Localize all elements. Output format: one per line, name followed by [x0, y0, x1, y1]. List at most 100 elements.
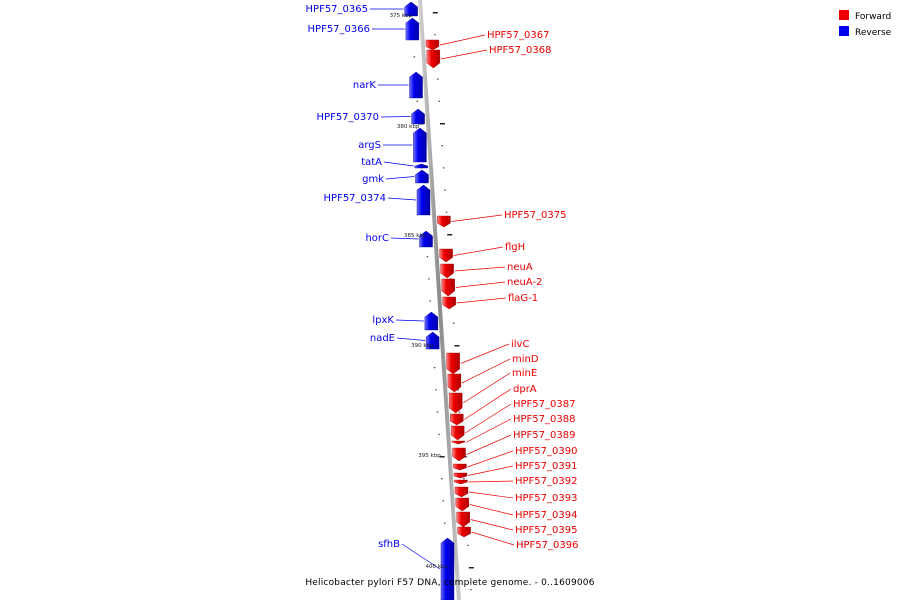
gene-label-neua-2[interactable]: neuA-2: [507, 277, 542, 288]
gene-arrow-hpf57_0395[interactable]: [456, 511, 470, 528]
gene-label-hpf57_0366[interactable]: HPF57_0366: [308, 24, 370, 35]
gene-leader-line: [461, 358, 511, 384]
gene-arrow-nade[interactable]: [425, 331, 440, 350]
scale-label: 395 kbp: [418, 453, 441, 459]
gene-label-gmk[interactable]: gmk: [362, 174, 384, 185]
gene-label-hpf57_0387[interactable]: HPF57_0387: [513, 399, 575, 410]
tick-mark: [438, 100, 441, 102]
gene-label-lpxk[interactable]: lpxK: [372, 315, 394, 326]
gene-label-hpf57_0389[interactable]: HPF57_0389: [513, 430, 575, 441]
tick-mark: [457, 389, 459, 391]
gene-arrow-neua-2[interactable]: [441, 278, 455, 297]
gene-arrow-args[interactable]: [413, 127, 427, 163]
gene-arrow-neua[interactable]: [440, 263, 454, 279]
gene-arrow-horc[interactable]: [419, 230, 433, 248]
gene-arrow-gmk[interactable]: [415, 169, 429, 184]
gene-label-flgh[interactable]: flgH: [505, 242, 525, 253]
gene-arrow-hpf57_0368[interactable]: [426, 49, 441, 69]
gene-arrow-hpf57_0390[interactable]: [453, 463, 467, 471]
gene-arrow-nark[interactable]: [409, 71, 423, 99]
gene-label-hpf57_0392[interactable]: HPF57_0392: [515, 476, 577, 487]
gene-arrow-hpf57_0389[interactable]: [452, 447, 466, 462]
gene-arrow-hpf57_0367[interactable]: [425, 39, 440, 51]
gene-leader-line: [468, 480, 514, 483]
gene-arrow-hpf57_0370[interactable]: [411, 108, 425, 125]
gene-arrow-hpf57_0388[interactable]: [451, 440, 465, 445]
gene-arrow-flag-1[interactable]: [442, 296, 456, 310]
gene-label-nark[interactable]: narK: [353, 80, 377, 91]
gene-arrow-hpf57_0387[interactable]: [450, 425, 465, 441]
gene-label-mind[interactable]: minD: [512, 354, 539, 365]
tick-mark: [416, 100, 419, 102]
gene-arrow-flgh[interactable]: [439, 248, 453, 263]
gene-arrow-hpf57_0366[interactable]: [405, 17, 420, 41]
gene-label-hpf57_0368[interactable]: HPF57_0368: [489, 45, 551, 56]
gene-label-tata[interactable]: tatA: [361, 157, 382, 168]
gene-label-nade[interactable]: nadE: [370, 333, 395, 344]
legend-swatch-reverse: [839, 26, 849, 36]
gene-label-hpf57_0365[interactable]: HPF57_0365: [306, 4, 368, 15]
gene-label-neua[interactable]: neuA: [507, 262, 533, 273]
scale-label: 380 kbp: [397, 124, 420, 130]
tick-mark: [436, 411, 439, 413]
gene-leader-line: [466, 434, 512, 455]
gene-label-hpf57_0370[interactable]: HPF57_0370: [317, 112, 379, 123]
gene-label-mine[interactable]: minE: [512, 368, 537, 379]
gene-arrow-hpf57_0375[interactable]: [437, 215, 451, 228]
gene-leader-line: [453, 246, 504, 256]
tick-mark: [432, 12, 438, 14]
gene-label-hpf57_0391[interactable]: HPF57_0391: [515, 461, 577, 472]
gene-arrow-hpf57_0396[interactable]: [457, 526, 471, 538]
gene-label-ilvc[interactable]: ilvC: [511, 339, 529, 350]
tick-mark: [463, 478, 465, 480]
gene-leader-line: [439, 34, 486, 46]
tick-mark: [435, 389, 437, 391]
gene-leader-line: [385, 176, 415, 180]
gene-arrow-tata[interactable]: [414, 163, 428, 169]
tick-mark: [426, 256, 429, 258]
gene-leader-line: [465, 418, 512, 443]
gene-label-hpf57_0367[interactable]: HPF57_0367: [487, 30, 549, 41]
gene-label-hpf57_0396[interactable]: HPF57_0396: [516, 540, 578, 551]
gene-label-hpf57_0390[interactable]: HPF57_0390: [515, 446, 577, 457]
gene-label-hpf57_0395[interactable]: HPF57_0395: [515, 525, 577, 536]
gene-label-hpf57_0394[interactable]: HPF57_0394: [515, 510, 577, 521]
tick-mark: [452, 322, 455, 324]
gene-leader-line: [454, 266, 506, 272]
gene-arrow-lpxk[interactable]: [424, 311, 439, 331]
gene-arrow-hpf57_0391[interactable]: [453, 472, 468, 479]
scale-label: 385 kbp: [404, 233, 427, 239]
gene-label-dpra[interactable]: dprA: [513, 384, 537, 395]
gene-label-hpf57_0375[interactable]: HPF57_0375: [504, 210, 566, 221]
tick-mark: [468, 567, 474, 569]
gene-label-args[interactable]: argS: [358, 140, 381, 151]
tick-mark: [447, 234, 453, 236]
gene-label-hpf57_0393[interactable]: HPF57_0393: [515, 493, 577, 504]
tick-mark: [445, 211, 448, 213]
gene-leader-line: [451, 214, 503, 222]
gene-label-hpf57_0374[interactable]: HPF57_0374: [324, 193, 386, 204]
gene-label-hpf57_0388[interactable]: HPF57_0388: [513, 414, 575, 425]
legend-label-forward: Forward: [855, 12, 891, 22]
legend-label-reverse: Reverse: [855, 28, 892, 38]
gene-arrow-hpf57_0365[interactable]: [404, 1, 418, 17]
gene-arrow-sfhb[interactable]: [440, 537, 455, 600]
gene-arrow-ilvc[interactable]: [446, 352, 460, 375]
gene-arrow-hpf57_0393[interactable]: [454, 486, 469, 498]
tick-mark: [438, 433, 440, 435]
gene-arrow-hpf57_0374[interactable]: [416, 184, 431, 216]
gene-label-flag-1[interactable]: flaG-1: [508, 293, 538, 304]
gene-leader-line: [395, 319, 424, 322]
tick-mark: [437, 78, 439, 80]
scale-label: 390 kbp: [411, 343, 434, 349]
gene-arrow-hpf57_0394[interactable]: [455, 497, 469, 512]
gene-arrow-mine[interactable]: [448, 392, 463, 414]
gene-label-sfhb[interactable]: sfhB: [378, 539, 400, 550]
tick-mark: [413, 56, 416, 58]
gene-arrow-hpf57_0392[interactable]: [454, 479, 468, 485]
gene-arrow-dpra[interactable]: [450, 413, 464, 426]
gene-arrow-mind[interactable]: [447, 373, 462, 393]
gene-label-horc[interactable]: horC: [365, 233, 389, 244]
gene-leader-line: [380, 116, 411, 118]
